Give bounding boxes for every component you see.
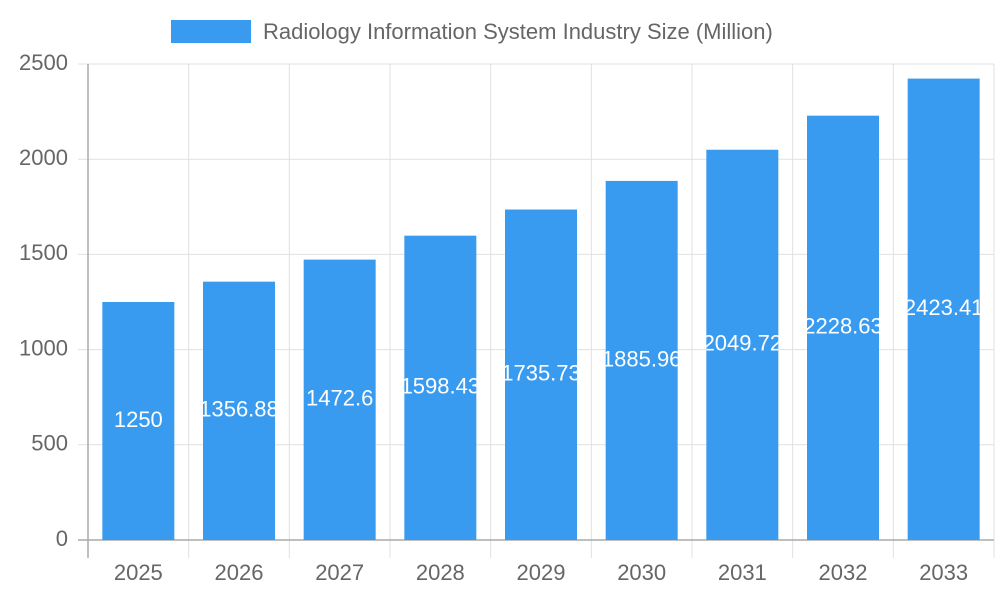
y-tick-label: 1000 [19,335,68,360]
value-label: 2423.41 [904,295,984,320]
bar [505,209,577,540]
bar [807,115,879,540]
value-label: 1250 [114,407,163,432]
value-label: 1472.6 [306,386,373,411]
bar [203,281,275,540]
value-label: 1598.43 [401,374,481,399]
y-tick-label: 1500 [19,240,68,265]
value-label: 1735.73 [501,361,581,386]
value-label: 1356.88 [199,397,279,422]
bar [404,235,477,540]
x-tick-label: 2029 [517,560,566,585]
bar [102,302,175,540]
y-tick-label: 500 [31,431,68,456]
x-tick-label: 2032 [819,560,868,585]
x-tick-label: 2026 [215,560,264,585]
y-tick-label: 2000 [19,145,68,170]
x-tick-label: 2030 [617,560,666,585]
x-tick-label: 2028 [416,560,465,585]
bar [605,180,678,541]
value-label: 1885.96 [602,346,682,371]
x-tick-label: 2031 [718,560,767,585]
x-tick-label: 2025 [114,560,163,585]
y-tick-label: 2500 [19,50,68,75]
x-tick-label: 2027 [315,560,364,585]
value-label: 2049.72 [703,331,783,356]
legend-label: Radiology Information System Industry Si… [263,19,773,44]
legend-swatch [171,20,251,43]
y-tick-label: 0 [56,526,68,551]
bar [706,149,779,540]
x-tick-label: 2033 [919,560,968,585]
value-label: 2228.63 [803,314,883,339]
bar [907,78,980,540]
bar [303,259,376,540]
